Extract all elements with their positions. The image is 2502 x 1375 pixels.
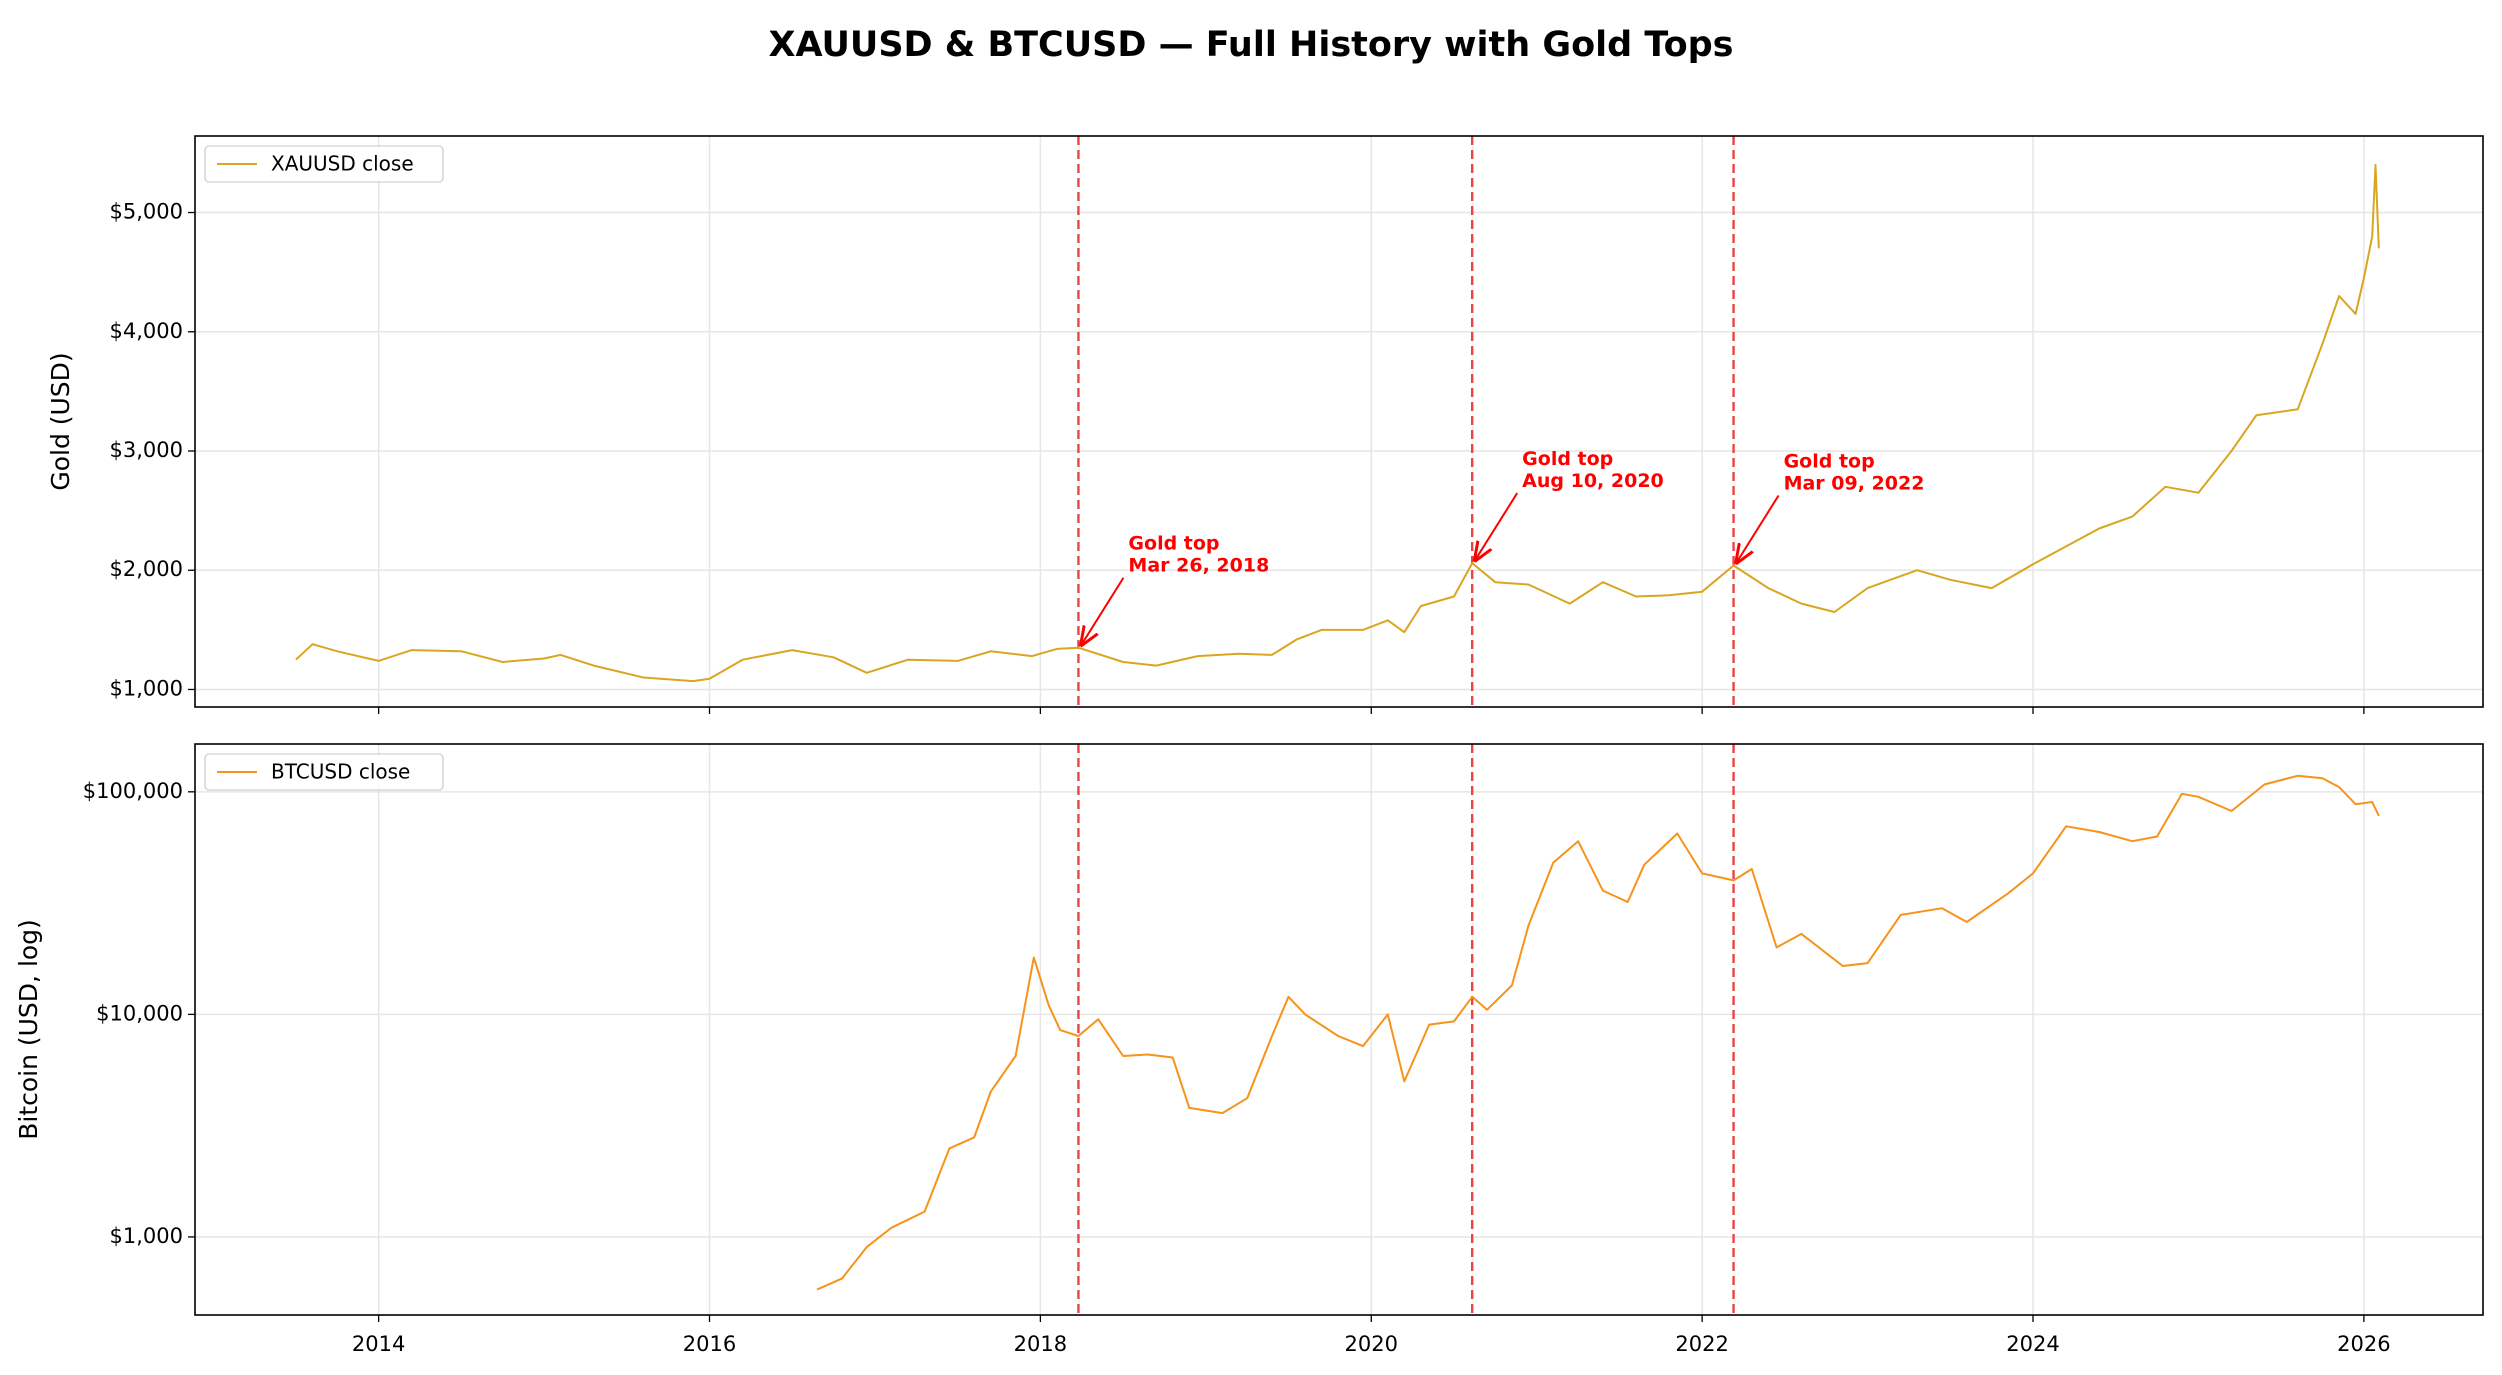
axes-frame [194,743,2484,1316]
price-line [295,163,2380,683]
y-tick-label: $2,000 [110,557,183,581]
annotation-text: Gold top [1522,448,1613,470]
y-tick-label: $100,000 [83,779,183,803]
y-tick-label: $4,000 [110,319,183,343]
x-tick-label: 2024 [2006,1332,2059,1356]
x-tick-label: 2022 [1675,1332,1728,1356]
annotation-text: Gold top [1784,450,1875,472]
y-tick-label: $3,000 [110,438,183,462]
x-tick-label: 2026 [2337,1332,2390,1356]
annotation-date: Mar 09, 2022 [1784,472,1925,494]
legend: XAUUSD close [204,145,444,183]
legend-label: BTCUSD close [271,760,410,784]
annotation-text: Gold top [1128,533,1219,555]
y-tick-label: $10,000 [96,1001,183,1025]
annotation-date: Mar 26, 2018 [1128,555,1269,577]
y-tick-label: $1,000 [110,676,183,700]
x-tick-label: 2016 [683,1332,736,1356]
axes-frame [194,135,2484,708]
annotation-date: Aug 10, 2020 [1522,470,1664,492]
chart-title: XAUUSD & BTCUSD — Full History with Gold… [768,25,1733,65]
legend: BTCUSD close [204,753,444,791]
legend-label: XAUUSD close [271,152,414,176]
x-tick-label: 2014 [352,1332,405,1356]
x-tick-label: 2018 [1014,1332,1067,1356]
legend-box [204,753,444,791]
y-axis-label: Gold (USD) [46,352,75,490]
annotation-arrow [1737,494,1780,562]
price-line [816,774,2380,1291]
legend-box [204,145,444,183]
annotation-arrow [1081,577,1125,645]
y-tick-label: $5,000 [110,200,183,224]
y-tick-label: $1,000 [110,1224,183,1248]
y-axis-label: Bitcoin (USD, log) [14,919,43,1140]
x-tick-label: 2020 [1345,1332,1398,1356]
annotation-arrow [1475,492,1519,560]
